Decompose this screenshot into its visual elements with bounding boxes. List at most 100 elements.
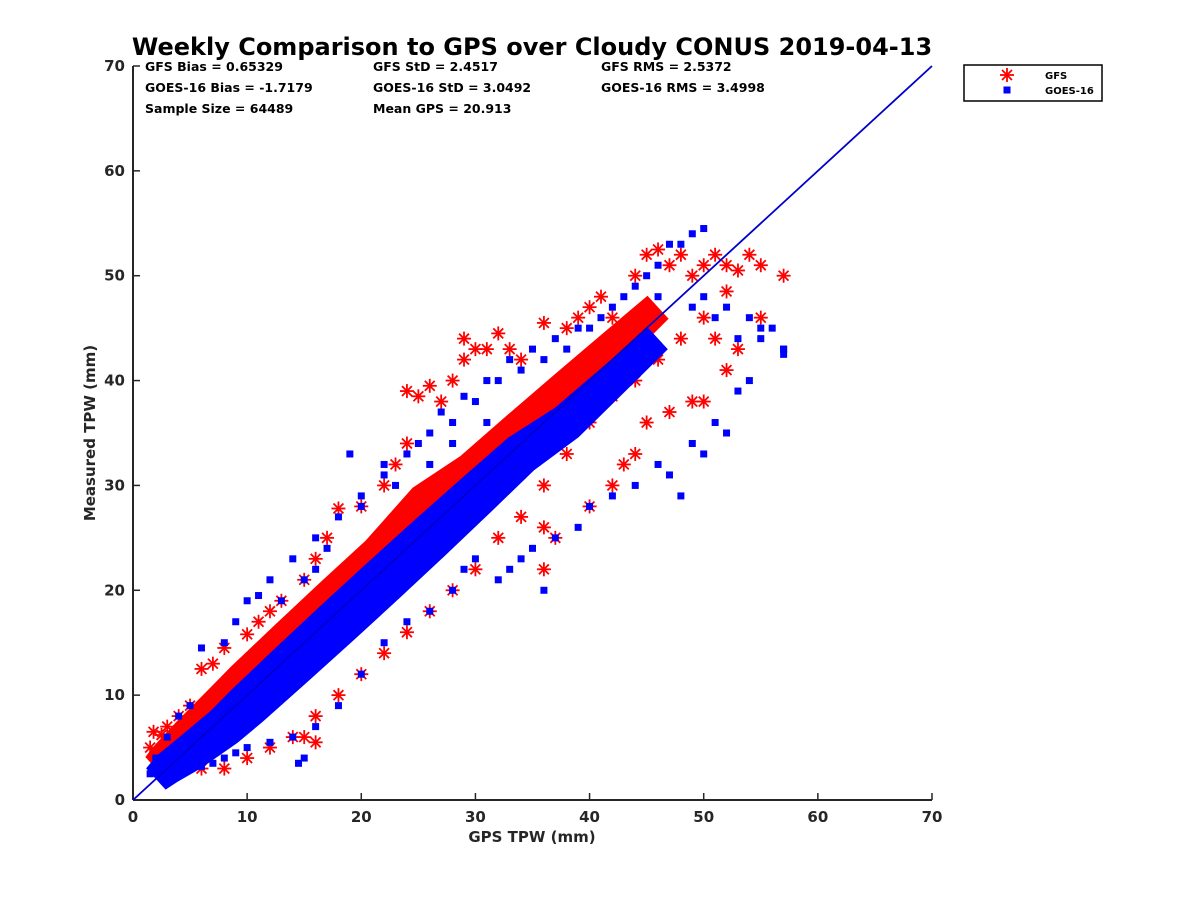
goes16-point xyxy=(449,586,457,594)
goes16-point xyxy=(677,240,685,248)
goes16-point xyxy=(780,345,788,353)
gfs-point xyxy=(502,342,517,357)
plot-area xyxy=(143,225,791,790)
goes16-point xyxy=(163,733,171,741)
gfs-point xyxy=(696,310,711,325)
gfs-point xyxy=(514,352,529,367)
goes16-point xyxy=(295,759,303,767)
goes16-point xyxy=(551,534,559,542)
goes16-point xyxy=(688,230,696,238)
gfs-point xyxy=(639,247,654,262)
gfs-point xyxy=(160,719,175,734)
gfs-point xyxy=(559,321,574,336)
goes16-point xyxy=(654,261,662,269)
goes16-point xyxy=(414,439,422,447)
gfs-point xyxy=(730,342,745,357)
gfs-point xyxy=(262,604,277,619)
goes16-point xyxy=(734,387,742,395)
goes16-point xyxy=(529,345,536,353)
gfs-point xyxy=(628,268,643,283)
gfs-point xyxy=(331,688,346,703)
goes16-point xyxy=(517,555,525,563)
gfs-point xyxy=(411,389,426,404)
goes16-point xyxy=(506,356,514,364)
gfs-point xyxy=(776,268,791,283)
goes16-point xyxy=(449,439,457,447)
gfs-point xyxy=(240,627,255,642)
gfs-point xyxy=(388,457,403,472)
goes16-point xyxy=(460,392,468,400)
gfs-point xyxy=(605,310,620,325)
goes16-point xyxy=(700,225,708,233)
goes16-point xyxy=(688,439,696,447)
legend-label-goes16: GOES-16 xyxy=(1045,86,1094,97)
goes16-point xyxy=(563,345,571,353)
goes16-point xyxy=(243,597,251,605)
gfs-point xyxy=(571,310,586,325)
goes16-point-cloud xyxy=(146,328,668,790)
statistics-annotations: GFS Bias = 0.65329 GFS StD = 2.4517 GFS RM… xyxy=(145,59,765,116)
y-tick-label: 30 xyxy=(104,476,125,494)
goes16-point xyxy=(163,770,171,778)
goes16-point xyxy=(323,544,331,552)
goes16-point xyxy=(471,398,479,406)
stat-text: GOES-16 StD = 3.0492 xyxy=(373,80,531,95)
goes16-point xyxy=(437,408,445,416)
gfs-point xyxy=(662,258,677,273)
goes16-point xyxy=(197,762,205,770)
goes16-point xyxy=(608,303,616,311)
x-tick-label: 70 xyxy=(922,808,943,826)
gfs-point xyxy=(457,331,472,346)
gfs-point xyxy=(217,761,232,776)
goes16-point xyxy=(494,377,502,385)
gfs-point xyxy=(143,740,158,755)
goes16-point xyxy=(711,314,719,322)
goes16-point xyxy=(734,335,742,343)
gfs-point xyxy=(628,446,643,461)
goes16-point xyxy=(551,335,559,343)
stat-text: GFS Bias = 0.65329 xyxy=(145,59,283,74)
gfs-point xyxy=(377,646,392,661)
goes16-point xyxy=(334,702,342,710)
goes16-point xyxy=(529,544,536,552)
goes16-point xyxy=(631,481,639,489)
gfs-point xyxy=(708,247,723,262)
x-tick-label: 0 xyxy=(128,808,138,826)
gfs-point xyxy=(673,331,688,346)
gfs-point xyxy=(753,310,768,325)
gfs-point xyxy=(719,258,734,273)
gfs-point xyxy=(753,258,768,273)
goes16-point xyxy=(700,450,708,458)
goes16-point xyxy=(186,765,194,773)
gfs-point xyxy=(662,405,677,420)
gfs-point xyxy=(399,436,414,451)
gfs-point xyxy=(308,735,323,750)
goes16-point xyxy=(266,738,274,746)
gfs-point xyxy=(205,656,220,671)
goes16-point xyxy=(768,324,776,332)
goes16-point xyxy=(403,450,411,458)
gfs-point xyxy=(445,373,460,388)
goes16-point xyxy=(300,576,308,584)
gfs-point xyxy=(308,709,323,724)
gfs-point xyxy=(673,247,688,262)
gfs-point xyxy=(331,501,346,516)
goes16-point xyxy=(300,754,308,762)
goes16-point xyxy=(175,767,183,775)
gfs-point xyxy=(240,751,255,766)
goes16-point xyxy=(346,450,354,458)
goes16-point xyxy=(643,272,651,280)
gfs-point xyxy=(308,551,323,566)
legend-gfs-glyph xyxy=(1000,68,1014,82)
goes16-point xyxy=(483,419,491,427)
gfs-point xyxy=(593,289,608,304)
legend-gfs-asterisk-icon xyxy=(1000,68,1014,82)
gfs-point xyxy=(685,394,700,409)
y-tick-label: 60 xyxy=(104,162,125,180)
goes16-point xyxy=(540,586,548,594)
gfs-point xyxy=(457,352,472,367)
goes16-point xyxy=(608,492,616,500)
stat-text: GOES-16 RMS = 3.4998 xyxy=(601,80,765,95)
gfs-point xyxy=(536,562,551,577)
gfs-point xyxy=(559,446,574,461)
